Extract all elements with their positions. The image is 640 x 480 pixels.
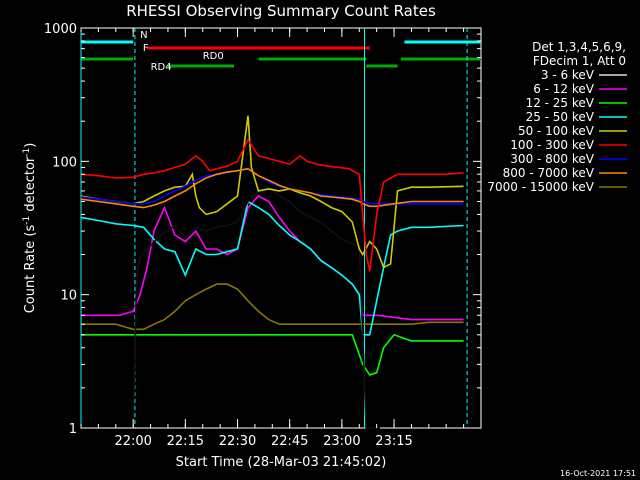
x-tick-label: 23:15 [375,434,412,449]
status-flags: NF RD0 RD4 [81,30,481,73]
y-axis-label-mid: detector [23,156,38,216]
legend-label: 300 - 800 keV [510,152,594,166]
x-axis-ticks: 22:00 22:15 22:30 22:45 23:00 23:15 [80,28,482,449]
y-tick-label: 100 [52,155,77,170]
series-line [132,185,381,429]
series-line [80,115,464,269]
series-line [81,283,464,331]
series-line [80,138,464,272]
series-line [81,333,464,376]
y-axis-ticks: 1 10 100 1000 [44,22,481,437]
x-tick-label: 22:45 [271,434,308,449]
footer-timestamp: 16-Oct-2021 17:51 [560,469,636,478]
y-tick-label: 1 [69,422,77,437]
y-axis-label-sup1: -1 [22,216,32,225]
x-axis-label: Start Time (28-Mar-03 21:45:02) [176,455,387,470]
flag-label-n: N [140,30,147,41]
x-tick-label: 22:30 [219,434,256,449]
series-line [80,200,464,336]
legend-header-line1: Det 1,3,4,5,6,9, [532,40,626,54]
y-tick-label: 10 [60,289,77,304]
series-lines [80,115,464,429]
legend-label: 25 - 50 keV [526,110,595,124]
flag-label-rd4: RD4 [151,62,172,73]
legend-label: 3 - 6 keV [541,68,595,82]
legend-label: 12 - 25 keV [526,96,595,110]
legend-label: 6 - 12 keV [533,82,595,96]
y-axis-label: Count Rate (s-1 detector-1) [22,143,38,314]
legend-label: 100 - 300 keV [510,138,594,152]
legend: Det 1,3,4,5,6,9, FDecim 1, Att 0 3 - 6 k… [487,40,627,194]
legend-label: 50 - 100 keV [518,124,595,138]
chart-title: RHESSI Observing Summary Count Rates [126,2,436,20]
x-tick-label: 23:00 [323,434,360,449]
y-axis-label-main: Count Rate (s [23,225,38,314]
legend-header-line2: FDecim 1, Att 0 [533,54,626,68]
series-line [80,167,464,209]
y-axis-label-sup2: -1 [22,148,32,157]
legend-label: 800 - 7000 keV [503,166,595,180]
y-axis-label-end: ) [23,143,38,148]
series-line [80,167,464,205]
x-tick-label: 22:15 [167,434,204,449]
x-tick-label: 22:00 [114,434,151,449]
series-line [81,195,464,321]
flag-label-f: F [143,43,149,54]
legend-label: 7000 - 15000 keV [487,180,594,194]
flag-label-rd0: RD0 [203,51,224,62]
y-tick-label: 1000 [44,22,77,37]
